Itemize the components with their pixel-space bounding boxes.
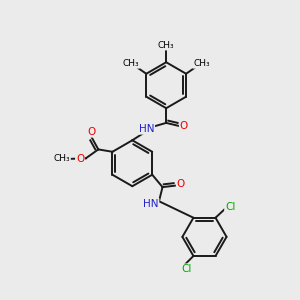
- Text: O: O: [180, 121, 188, 131]
- Text: CH₃: CH₃: [123, 59, 139, 68]
- Text: O: O: [177, 179, 185, 189]
- Text: CH₃: CH₃: [193, 59, 210, 68]
- Text: Cl: Cl: [182, 264, 192, 274]
- Text: CH₃: CH₃: [158, 41, 175, 50]
- Text: HN: HN: [143, 199, 158, 208]
- Text: CH₃: CH₃: [53, 154, 70, 163]
- Text: Cl: Cl: [225, 202, 236, 212]
- Text: O: O: [88, 127, 96, 137]
- Text: HN: HN: [139, 124, 154, 134]
- Text: O: O: [76, 154, 84, 164]
